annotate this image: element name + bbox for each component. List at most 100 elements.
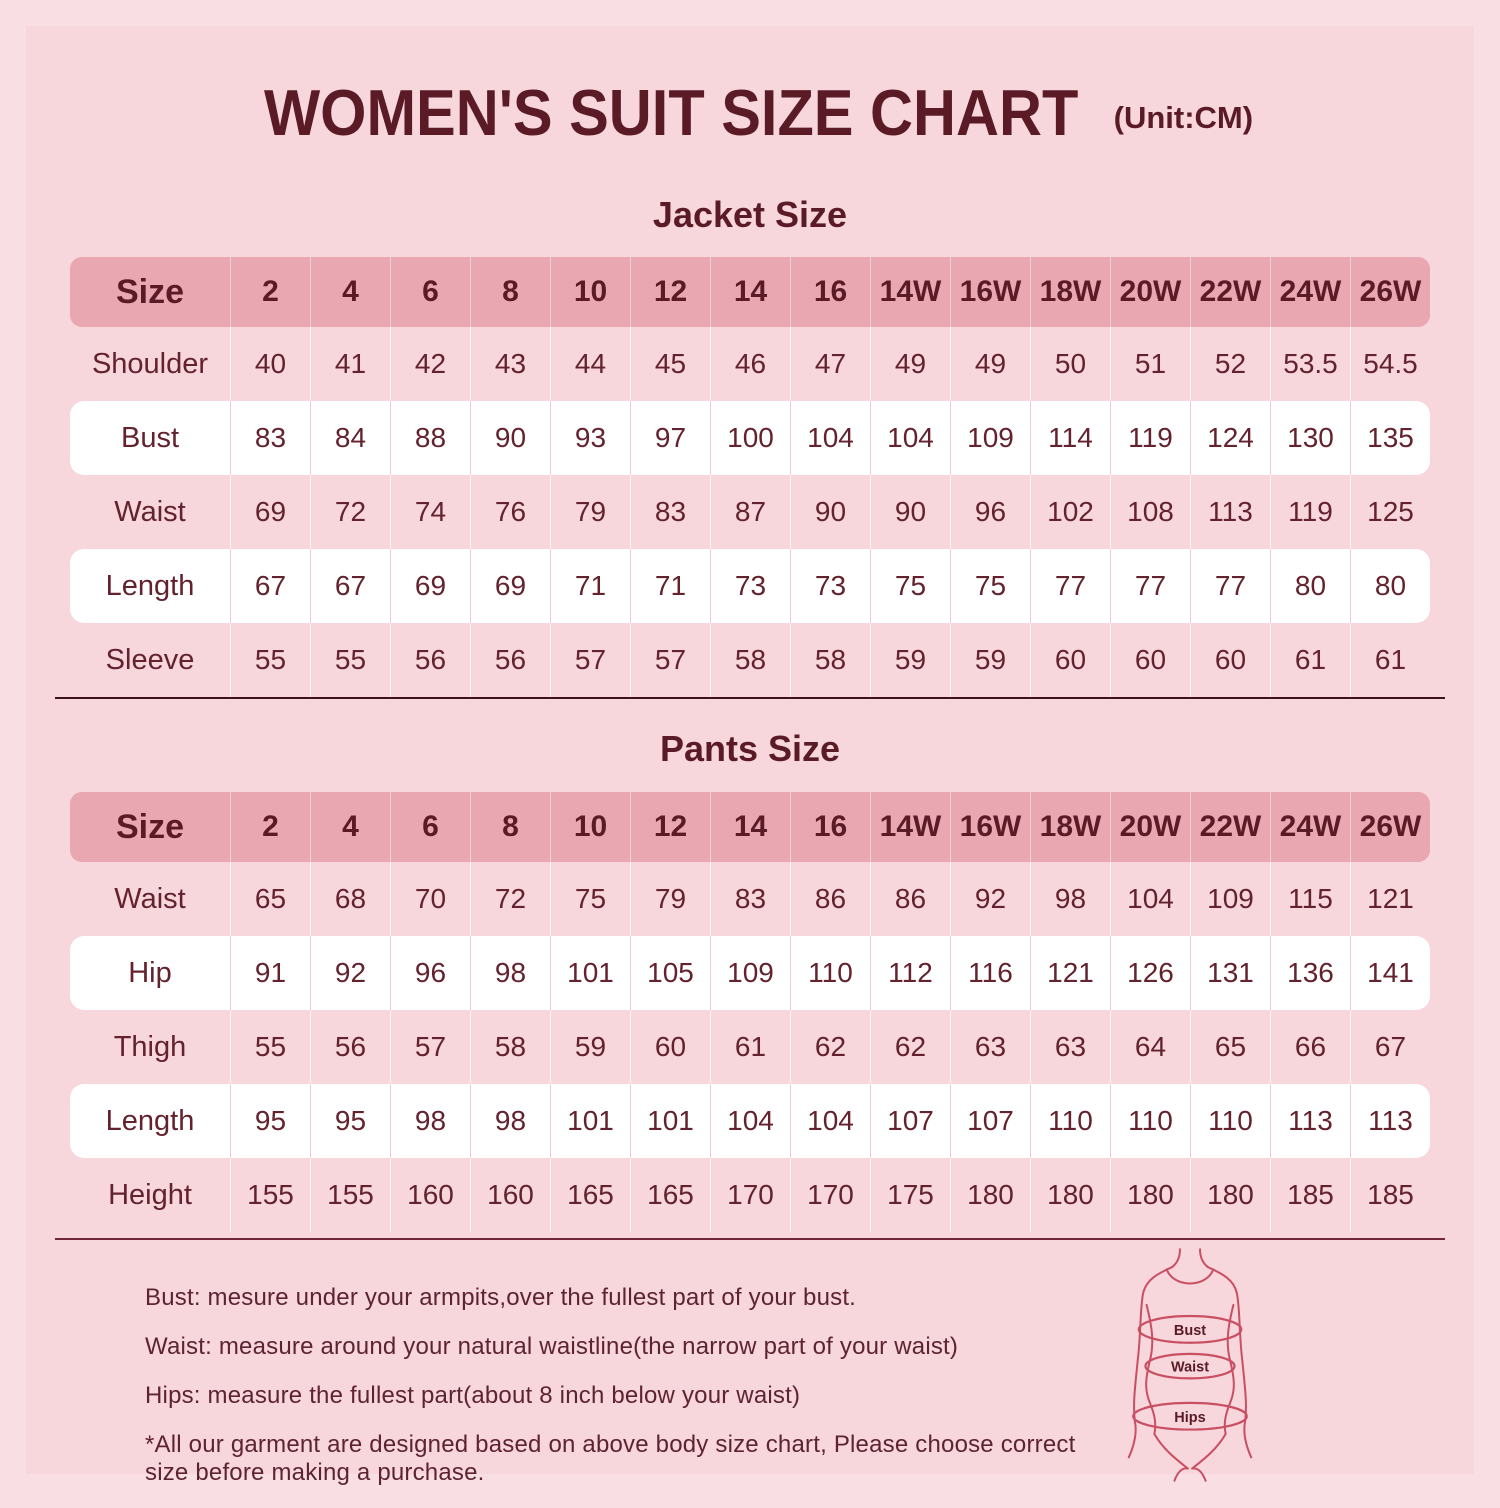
- table-cell: 60: [630, 1010, 710, 1084]
- table-row: Waist 65 68 70 72 75 79 83 86 86 92 98 104 109 115 121: [70, 862, 1430, 936]
- table-cell: 46: [710, 327, 790, 401]
- table-cell: 56: [470, 623, 550, 697]
- column-header: 14: [710, 257, 790, 327]
- table-cell: 43: [470, 327, 550, 401]
- column-header: 20W: [1110, 792, 1190, 862]
- table-cell: 71: [630, 549, 710, 623]
- table-cell: 60: [1030, 623, 1110, 697]
- table-cell: 52: [1190, 327, 1270, 401]
- table-cell: 110: [1110, 1084, 1190, 1158]
- column-header: 2: [230, 257, 310, 327]
- column-header: 4: [310, 792, 390, 862]
- table-cell: 98: [470, 936, 550, 1010]
- jacket-size-table: Size 2 4 6 8 10 12 14 16 14W 16W 18W 20W 22W 24W 26W Sho…: [70, 257, 1430, 697]
- table-cell: 75: [550, 862, 630, 936]
- table-row: Hip 91 92 96 98 101 105 109 110 112 116 121 126 131 13…: [70, 936, 1430, 1010]
- table-cell: 109: [950, 401, 1030, 475]
- column-header: 10: [550, 257, 630, 327]
- column-header: 14W: [870, 792, 950, 862]
- column-header: 10: [550, 792, 630, 862]
- row-label: Height: [108, 1178, 192, 1211]
- table-cell: 101: [550, 936, 630, 1010]
- column-header: 12: [630, 792, 710, 862]
- table-cell: 49: [870, 327, 950, 401]
- table-cell: 180: [1190, 1158, 1270, 1232]
- table-cell: 97: [630, 401, 710, 475]
- table-row: Bust 83 84 88 90 93 97 100 104 104 109 114 119 124 130…: [70, 401, 1430, 475]
- table-cell: 185: [1350, 1158, 1430, 1232]
- figure-hips-label: Hips: [1174, 1410, 1205, 1426]
- column-header: 16W: [950, 792, 1030, 862]
- row-label: Sleeve: [105, 643, 195, 676]
- table-cell: 53.5: [1270, 327, 1350, 401]
- table-cell: 60: [1110, 623, 1190, 697]
- column-header: 6: [390, 792, 470, 862]
- table-cell: 175: [870, 1158, 950, 1232]
- table-row: Shoulder 40 41 42 43 44 45 46 47 49 49 50 51 52 53.5 54…: [70, 327, 1430, 401]
- table-cell: 116: [950, 936, 1030, 1010]
- size-column-header: Size: [115, 807, 185, 846]
- column-header: 16W: [950, 257, 1030, 327]
- table-cell: 55: [230, 623, 310, 697]
- table-cell: 119: [1270, 475, 1350, 549]
- table-cell: 58: [790, 623, 870, 697]
- table-cell: 50: [1030, 327, 1110, 401]
- table-cell: 104: [870, 401, 950, 475]
- table-cell: 110: [1190, 1084, 1270, 1158]
- table-cell: 83: [230, 401, 310, 475]
- table-cell: 165: [630, 1158, 710, 1232]
- table-cell: 40: [230, 327, 310, 401]
- table-cell: 79: [630, 862, 710, 936]
- table-cell: 69: [470, 549, 550, 623]
- table-cell: 77: [1030, 549, 1110, 623]
- table-cell: 73: [710, 549, 790, 623]
- table-cell: 104: [1110, 862, 1190, 936]
- table-row: Sleeve 55 55 56 56 57 57 58 58 59 59 60 60 60 61 61: [70, 623, 1430, 697]
- page-title: WOMEN'S SUIT SIZE CHART: [263, 77, 1079, 150]
- table-cell: 104: [790, 401, 870, 475]
- column-header: 24W: [1270, 792, 1350, 862]
- table-cell: 90: [870, 475, 950, 549]
- table-cell: 63: [1030, 1010, 1110, 1084]
- table-cell: 86: [790, 862, 870, 936]
- table-cell: 62: [790, 1010, 870, 1084]
- table-cell: 98: [1030, 862, 1110, 936]
- table-cell: 68: [310, 862, 390, 936]
- table-cell: 93: [550, 401, 630, 475]
- table-cell: 101: [550, 1084, 630, 1158]
- table-cell: 160: [390, 1158, 470, 1232]
- table-cell: 67: [230, 549, 310, 623]
- table-cell: 55: [310, 623, 390, 697]
- table-cell: 180: [950, 1158, 1030, 1232]
- table-row: Length 67 67 69 69 71 71 73 73 75 75 77 77 77 80 80: [70, 549, 1430, 623]
- table-cell: 90: [790, 475, 870, 549]
- column-header: 26W: [1350, 792, 1430, 862]
- note-disclaimer: *All our garment are designed based on a…: [145, 1431, 1076, 1486]
- row-label: Length: [105, 1104, 195, 1137]
- table-cell: 113: [1190, 475, 1270, 549]
- table-cell: 42: [390, 327, 470, 401]
- table-cell: 112: [870, 936, 950, 1010]
- table-cell: 165: [550, 1158, 630, 1232]
- table-cell: 170: [790, 1158, 870, 1232]
- unit-label: (Unit:CM): [1113, 100, 1254, 135]
- table-cell: 56: [310, 1010, 390, 1084]
- note-bust: Bust: mesure under your armpits,over the…: [145, 1284, 857, 1311]
- figure-waist-label: Waist: [1171, 1360, 1209, 1376]
- table-cell: 44: [550, 327, 630, 401]
- table-cell: 60: [1190, 623, 1270, 697]
- table-cell: 108: [1110, 475, 1190, 549]
- table-cell: 59: [550, 1010, 630, 1084]
- column-header: 2: [230, 792, 310, 862]
- table-cell: 45: [630, 327, 710, 401]
- table-cell: 113: [1270, 1084, 1350, 1158]
- pants-size-table: Size 2 4 6 8 10 12 14 16 14W 16W 18W 20W 22W 24W 26W Wai…: [70, 792, 1430, 1232]
- table-cell: 67: [310, 549, 390, 623]
- table-cell: 180: [1030, 1158, 1110, 1232]
- table-cell: 71: [550, 549, 630, 623]
- table-cell: 64: [1110, 1010, 1190, 1084]
- page-title-wrap: WOMEN'S SUIT SIZE CHART (Unit:CM): [0, 77, 1500, 150]
- table-cell: 57: [390, 1010, 470, 1084]
- column-header: 16: [790, 257, 870, 327]
- table-cell: 59: [870, 623, 950, 697]
